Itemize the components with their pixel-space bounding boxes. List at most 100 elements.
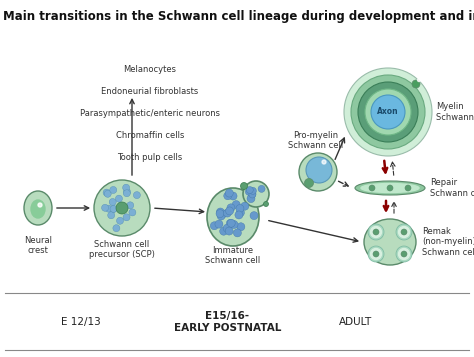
- Ellipse shape: [373, 251, 379, 257]
- Text: E15/16-
EARLY POSTNATAL: E15/16- EARLY POSTNATAL: [174, 311, 281, 333]
- Ellipse shape: [412, 80, 420, 88]
- Ellipse shape: [210, 222, 219, 230]
- Ellipse shape: [240, 182, 247, 190]
- Ellipse shape: [124, 188, 130, 195]
- Ellipse shape: [38, 203, 42, 207]
- Ellipse shape: [110, 186, 117, 193]
- Text: Main transitions in the Schwann cell lineage during development and in the adult: Main transitions in the Schwann cell lin…: [3, 10, 474, 23]
- Text: Endoneurial fibroblasts: Endoneurial fibroblasts: [101, 87, 199, 96]
- Ellipse shape: [241, 202, 249, 210]
- Ellipse shape: [127, 202, 134, 209]
- Text: Remak
(non-myelin)
Schwann cell: Remak (non-myelin) Schwann cell: [422, 227, 474, 257]
- Ellipse shape: [103, 189, 110, 196]
- Ellipse shape: [247, 195, 255, 202]
- Text: ADULT: ADULT: [339, 317, 372, 327]
- Ellipse shape: [232, 201, 240, 208]
- Ellipse shape: [223, 209, 231, 217]
- Ellipse shape: [105, 205, 112, 212]
- Text: Tooth pulp cells: Tooth pulp cells: [118, 154, 182, 162]
- Ellipse shape: [368, 246, 384, 262]
- Ellipse shape: [216, 210, 224, 218]
- Text: Immature
Schwann cell: Immature Schwann cell: [205, 246, 261, 265]
- Ellipse shape: [322, 160, 326, 164]
- Ellipse shape: [215, 220, 223, 228]
- Ellipse shape: [248, 190, 256, 198]
- Text: Parasympathetic/enteric neurons: Parasympathetic/enteric neurons: [80, 110, 220, 119]
- Ellipse shape: [249, 187, 256, 194]
- Ellipse shape: [371, 226, 382, 237]
- Ellipse shape: [369, 185, 375, 191]
- Ellipse shape: [351, 75, 425, 149]
- Ellipse shape: [101, 204, 109, 211]
- Ellipse shape: [399, 226, 410, 237]
- Text: Repair
Schwann cell: Repair Schwann cell: [430, 178, 474, 198]
- Ellipse shape: [371, 95, 405, 129]
- Ellipse shape: [399, 248, 410, 260]
- Ellipse shape: [401, 251, 407, 257]
- Ellipse shape: [116, 195, 122, 202]
- Ellipse shape: [133, 192, 140, 198]
- Ellipse shape: [299, 153, 337, 191]
- Text: Axon: Axon: [377, 107, 399, 116]
- Ellipse shape: [418, 79, 420, 81]
- Ellipse shape: [219, 210, 227, 218]
- Ellipse shape: [236, 205, 244, 212]
- Ellipse shape: [364, 219, 416, 265]
- Ellipse shape: [113, 225, 120, 232]
- Ellipse shape: [94, 180, 150, 236]
- Ellipse shape: [387, 185, 393, 191]
- Ellipse shape: [230, 221, 238, 228]
- Ellipse shape: [226, 207, 234, 215]
- Ellipse shape: [249, 191, 256, 198]
- Text: Pro-myelin
Schwann cell: Pro-myelin Schwann cell: [288, 131, 344, 150]
- Ellipse shape: [227, 219, 235, 227]
- Ellipse shape: [227, 204, 235, 212]
- Ellipse shape: [306, 157, 332, 183]
- Text: Myelin
Schwann cell: Myelin Schwann cell: [436, 102, 474, 122]
- Ellipse shape: [358, 82, 418, 142]
- Ellipse shape: [109, 206, 117, 213]
- Ellipse shape: [368, 224, 384, 240]
- Text: Neural
crest: Neural crest: [24, 236, 52, 255]
- Ellipse shape: [243, 181, 269, 207]
- Ellipse shape: [129, 209, 136, 216]
- Ellipse shape: [225, 227, 233, 235]
- Ellipse shape: [235, 211, 243, 219]
- Ellipse shape: [31, 200, 45, 218]
- Ellipse shape: [396, 246, 412, 262]
- Ellipse shape: [219, 227, 228, 235]
- Ellipse shape: [250, 212, 258, 220]
- Ellipse shape: [217, 208, 224, 216]
- Ellipse shape: [109, 198, 116, 206]
- Ellipse shape: [355, 181, 425, 195]
- Ellipse shape: [365, 89, 411, 135]
- Ellipse shape: [116, 202, 128, 214]
- Ellipse shape: [223, 224, 231, 232]
- Ellipse shape: [123, 214, 130, 221]
- Ellipse shape: [361, 183, 419, 192]
- Ellipse shape: [304, 178, 313, 187]
- Ellipse shape: [237, 208, 245, 217]
- Ellipse shape: [226, 220, 234, 227]
- Ellipse shape: [123, 190, 130, 197]
- Ellipse shape: [258, 185, 265, 192]
- Ellipse shape: [396, 224, 412, 240]
- Ellipse shape: [246, 186, 253, 193]
- Ellipse shape: [371, 248, 382, 260]
- Ellipse shape: [405, 185, 411, 191]
- Ellipse shape: [225, 189, 233, 197]
- Text: Schwann cell
precursor (SCP): Schwann cell precursor (SCP): [89, 240, 155, 260]
- Text: Chromaffin cells: Chromaffin cells: [116, 131, 184, 141]
- Ellipse shape: [246, 188, 252, 195]
- Ellipse shape: [401, 229, 407, 235]
- Ellipse shape: [104, 190, 111, 197]
- Ellipse shape: [344, 68, 432, 156]
- Ellipse shape: [373, 229, 379, 235]
- Ellipse shape: [224, 192, 232, 200]
- Ellipse shape: [264, 201, 268, 206]
- Ellipse shape: [123, 184, 130, 191]
- Ellipse shape: [108, 212, 115, 219]
- Ellipse shape: [207, 188, 259, 246]
- Ellipse shape: [229, 192, 237, 200]
- Text: Melanocytes: Melanocytes: [124, 65, 176, 75]
